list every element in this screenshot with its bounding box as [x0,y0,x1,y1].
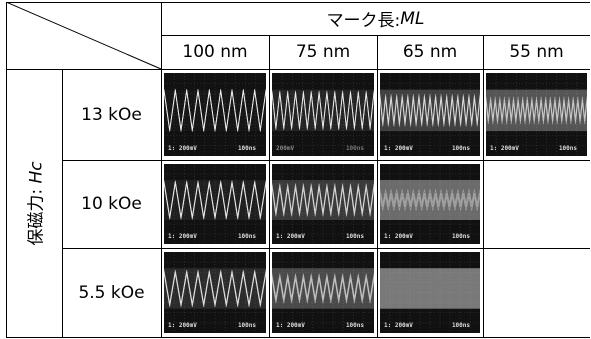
scope-time-label: 100ns [237,145,256,152]
scope-time-label: 100ns [237,322,256,329]
scope-voltage-label: 200mV [276,145,295,152]
waveform-13koe-100nm: 1: 200mV 100ns [164,73,266,156]
table-border-top [6,2,590,3]
scope-time-label: 100ns [558,145,577,152]
coercivity-label: 保磁力: [26,183,47,246]
waveform-line [272,94,374,131]
waveform-line [272,276,374,301]
row-divider-2 [62,248,590,249]
mark-length-header: マーク長: ML [161,2,590,35]
mark-length-symbol: ML [400,8,425,29]
header-bottom-border [6,69,590,70]
row-header-5-5koe: 5.5 kOe [78,282,145,303]
column-divider-1 [269,35,270,338]
waveform-line [486,102,587,125]
waveform-line [272,188,374,217]
waveform-trace [272,252,374,333]
row-header-divider [62,69,63,338]
coercivity-header: 保磁力: Hc [6,69,62,338]
waveform-line [380,96,480,125]
column-header-65nm: 65 nm [402,42,458,62]
waveform-trace [272,73,374,156]
waveform-trace [272,164,374,244]
noise-band [164,90,266,132]
scope-time-label: 100ns [345,145,364,152]
waveform-line [272,279,374,304]
scope-voltage-label: 1: 200mV [490,145,519,152]
waveform-5-5koe-75nm: 1: 200mV 100ns [272,252,374,333]
scope-voltage-label: 1: 200mV [384,322,413,329]
header-divider [161,35,590,36]
coercivity-symbol: Hc [26,161,47,184]
column-divider-0 [161,2,162,338]
scope-voltage-label: 1: 200mV [384,233,413,240]
waveform-line [164,271,266,305]
waveform-trace [380,164,480,244]
scope-time-label: 100ns [451,322,470,329]
scope-voltage-label: 1: 200mV [276,322,305,329]
waveform-line [380,189,480,204]
scope-time-label: 100ns [451,145,470,152]
waveform-13koe-55nm: 1: 200mV 100ns [486,73,587,156]
waveform-trace [164,73,266,156]
waveform-trace [380,73,480,156]
waveform-trace [164,164,266,244]
scope-voltage-label: 1: 200mV [168,145,197,152]
column-divider-2 [377,35,378,338]
waveform-line [380,193,480,207]
waveform-5-5koe-65nm: 1: 200mV 100ns [380,252,480,333]
column-header-100nm: 100 nm [182,42,248,62]
column-header-75nm: 75 nm [295,42,351,62]
scope-time-label: 100ns [451,233,470,240]
waveform-trace [380,252,480,333]
waveform-10koe-75nm: 1: 200mV 100ns [272,164,374,244]
waveform-line [486,99,587,122]
waveform-trace [164,252,266,333]
row-header-13koe: 13 kOe [81,104,142,125]
waveform-13koe-75nm: 200mV 100ns [272,73,374,156]
waveform-13koe-65nm: 1: 200mV 100ns [380,73,480,156]
waveform-line [380,99,480,127]
scope-voltage-label: 1: 200mV [168,233,197,240]
noise-band [164,180,266,220]
waveform-line [164,273,266,307]
table-border-left [6,2,7,338]
waveform-line [272,273,374,298]
waveform-line [380,196,480,211]
corner-diagonal [6,2,162,70]
mark-length-coercivity-table: マーク長: ML 100 nm 75 nm 65 nm 55 nm 保磁力: H… [6,2,590,338]
noise-band [380,268,480,309]
scope-voltage-label: 1: 200mV [276,233,305,240]
row-divider-1 [62,160,590,161]
waveform-line [164,91,266,132]
scope-time-label: 100ns [345,322,364,329]
waveform-5-5koe-100nm: 1: 200mV 100ns [164,252,266,333]
table-border-bottom [6,337,590,338]
scope-voltage-label: 1: 200mV [168,322,197,329]
waveform-line [272,185,374,215]
scope-time-label: 100ns [345,233,364,240]
waveform-trace [486,73,587,156]
waveform-line [164,183,266,220]
waveform-line [380,94,480,122]
scope-voltage-label: 1: 200mV [384,145,413,152]
column-header-55nm: 55 nm [509,42,564,62]
scope-time-label: 100ns [237,233,256,240]
waveform-10koe-65nm: 1: 200mV 100ns [380,164,480,244]
column-divider-3 [483,35,484,338]
waveform-10koe-100nm: 1: 200mV 100ns [164,164,266,244]
row-header-10koe: 10 kOe [81,194,142,214]
noise-band [380,180,480,220]
mark-length-label: マーク長: [326,11,401,31]
